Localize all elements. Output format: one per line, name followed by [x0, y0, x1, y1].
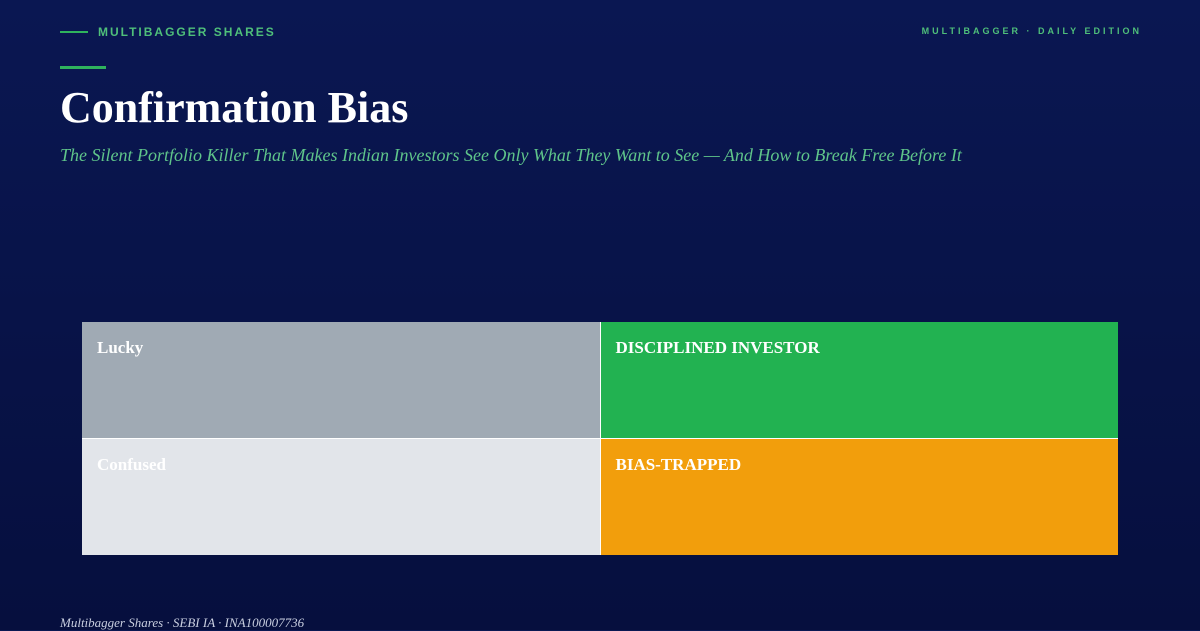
quadrant: Lucky [82, 322, 600, 438]
footer: Multibagger Shares · SEBI IA · INA100007… [60, 615, 305, 630]
quadrant: BIAS-TRAPPED [600, 439, 1118, 555]
edition: MULTIBAGGER · DAILY EDITION [921, 26, 1142, 36]
brand: MULTIBAGGER SHARES [60, 25, 276, 39]
quadrant-grid: Lucky DISCIPLINED INVESTOR Confused BIAS-TR… [82, 322, 1118, 555]
quadrant: DISCIPLINED INVESTOR [600, 322, 1118, 438]
quadrant: Confused [82, 439, 600, 555]
subtitle: The Silent Portfolio Killer That Makes I… [60, 145, 962, 165]
title: Confirmation Bias [60, 83, 409, 132]
accent-rule [60, 66, 106, 69]
